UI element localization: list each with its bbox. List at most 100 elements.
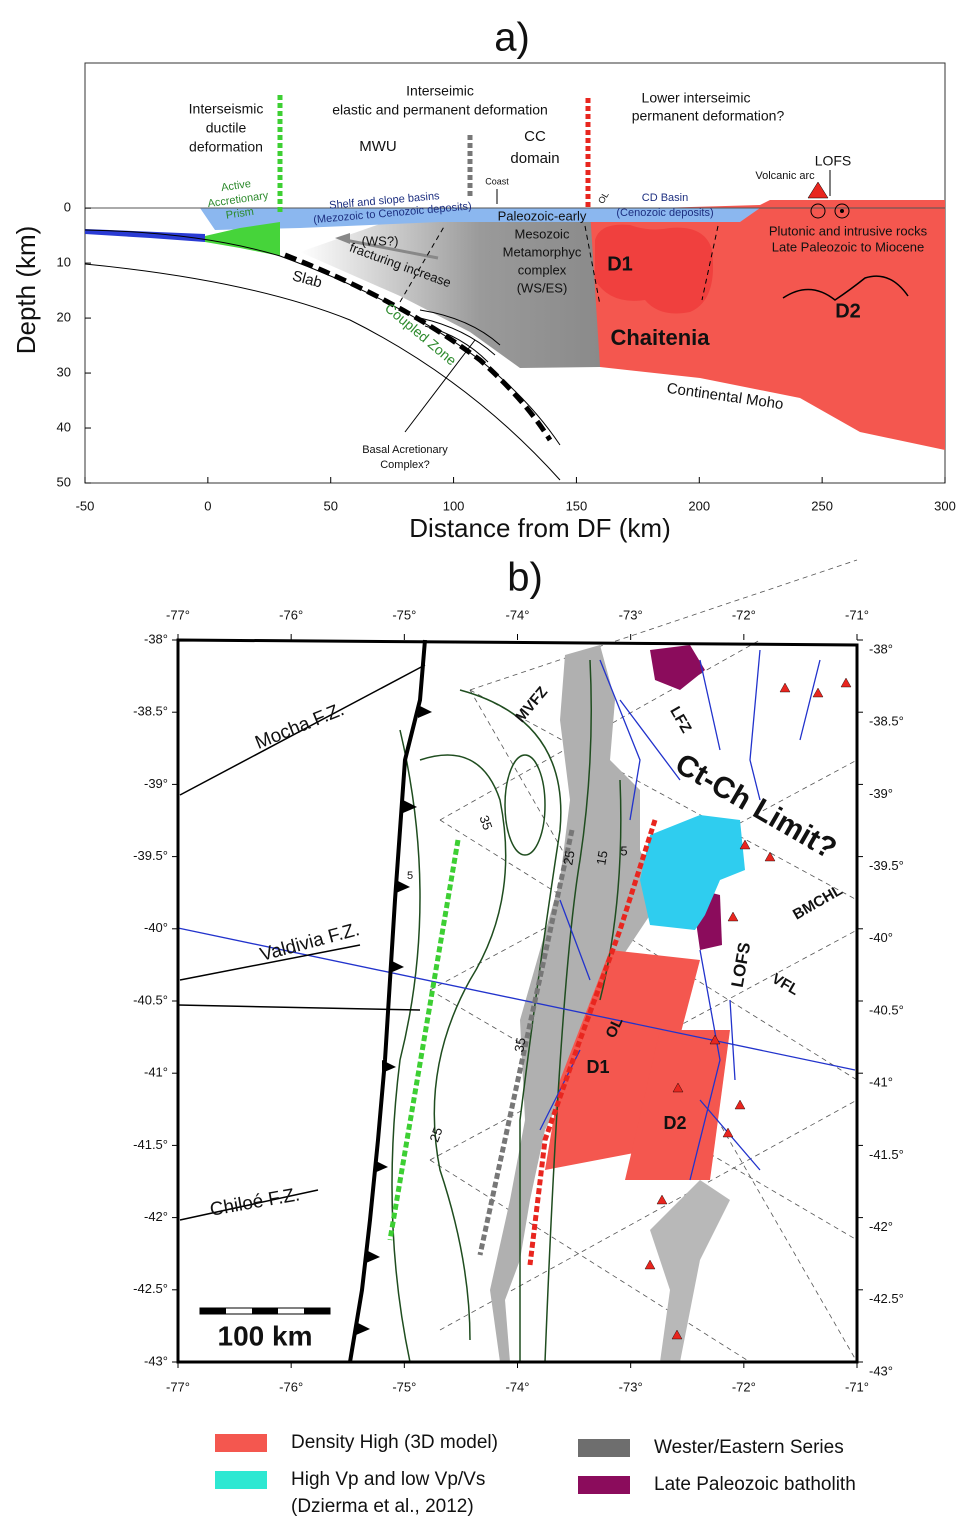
eastern-series bbox=[650, 1180, 730, 1362]
boundary bbox=[701, 225, 719, 301]
contour-label: 5 bbox=[407, 870, 413, 882]
lon-label: -75° bbox=[392, 607, 416, 622]
legend-label: High Vp and low Vp/Vs bbox=[291, 1469, 485, 1490]
legend-swatch bbox=[215, 1434, 267, 1452]
gray-line bbox=[477, 829, 575, 1256]
label: permanent deformation? bbox=[632, 108, 785, 124]
lat-label: -40° bbox=[144, 920, 168, 935]
label: (WS?) bbox=[362, 233, 399, 248]
strike-slip bbox=[810, 203, 826, 219]
map bbox=[176, 559, 859, 1364]
label: CD Basin bbox=[642, 192, 688, 204]
label: Metamorphyc bbox=[503, 244, 582, 259]
contour-label: 25 bbox=[426, 1125, 445, 1144]
x-tick-label: 150 bbox=[566, 498, 588, 513]
label: CC bbox=[524, 128, 546, 145]
lat-label: -42.5° bbox=[133, 1281, 168, 1296]
arrow bbox=[344, 238, 439, 260]
lat-label: -41° bbox=[869, 1075, 893, 1090]
volcanoes bbox=[644, 677, 852, 1340]
lat-label: -38° bbox=[144, 631, 168, 646]
x-tick-label: 0 bbox=[204, 498, 211, 513]
label: Prism bbox=[225, 206, 255, 222]
legend-label: (Dzierma et al., 2012) bbox=[291, 1496, 474, 1517]
label: Paleozoic-early bbox=[498, 208, 587, 223]
lat-label: -43° bbox=[144, 1353, 168, 1368]
coupled-zone bbox=[284, 252, 553, 442]
legend-swatch bbox=[578, 1476, 630, 1494]
lat-label: -40° bbox=[869, 930, 893, 945]
arrow-head bbox=[335, 233, 350, 244]
lat-label: -41.5° bbox=[133, 1137, 168, 1152]
label: D1 bbox=[607, 253, 633, 275]
label: (WS/ES) bbox=[517, 280, 568, 295]
western-series bbox=[490, 645, 660, 1362]
y-tick-label: 20 bbox=[57, 310, 71, 325]
y-tick-label: 0 bbox=[64, 200, 71, 215]
x-tick-label: 200 bbox=[688, 498, 710, 513]
y-axis-title: Depth (km) bbox=[11, 226, 41, 355]
label: Mesozoic bbox=[515, 226, 570, 241]
x-tick-label: 50 bbox=[323, 498, 337, 513]
lon-label: -73° bbox=[619, 1379, 643, 1394]
lon-label: -76° bbox=[279, 1379, 303, 1394]
slab-top bbox=[84, 229, 561, 446]
contour-label: 15 bbox=[593, 849, 610, 866]
label: LOFS bbox=[815, 153, 852, 169]
lon-label: -72° bbox=[732, 607, 756, 622]
legend-label: Wester/Eastern Series bbox=[654, 1437, 844, 1458]
lon-label: -74° bbox=[506, 607, 530, 622]
lat-label: -42° bbox=[144, 1209, 168, 1224]
d1-body bbox=[595, 224, 714, 314]
legend-label: Density High (3D model) bbox=[291, 1432, 498, 1453]
legend: Density High (3D model) High Vp and low V… bbox=[215, 1432, 856, 1517]
lat-label: -38.5° bbox=[133, 704, 168, 719]
label: elastic and permanent deformation bbox=[332, 102, 548, 118]
label: (Cenozoic deposits) bbox=[616, 207, 713, 219]
arrow bbox=[404, 339, 476, 433]
x-tick-label: -50 bbox=[76, 498, 95, 513]
trench bbox=[348, 639, 427, 1363]
lat-label: -39° bbox=[144, 776, 168, 791]
label: Plutonic and intrusive rocks bbox=[769, 223, 928, 238]
scale-label: 100 km bbox=[218, 1320, 313, 1351]
x-axis-title: Distance from DF (km) bbox=[409, 513, 670, 543]
label: Active bbox=[220, 178, 251, 194]
y-tick-label: 30 bbox=[57, 364, 71, 379]
lon-label: -71° bbox=[845, 607, 869, 622]
strike-slip bbox=[834, 203, 850, 219]
label: domain bbox=[510, 150, 559, 167]
lon-label: -74° bbox=[506, 1379, 530, 1394]
lat-label: -40.5° bbox=[869, 1002, 904, 1017]
batholith bbox=[650, 645, 705, 690]
basal-complex bbox=[419, 309, 501, 363]
panel-label: b) bbox=[507, 556, 543, 600]
label: D1 bbox=[586, 1057, 609, 1077]
x-tick-label: 100 bbox=[443, 498, 465, 513]
label: complex bbox=[518, 262, 567, 277]
lat-label: -39.5° bbox=[869, 858, 904, 873]
contour-label: 35 bbox=[476, 813, 495, 832]
lat-label: -38.5° bbox=[869, 714, 904, 729]
label: MWU bbox=[359, 138, 397, 155]
lon-label: -76° bbox=[279, 607, 303, 622]
lat-label: -42° bbox=[869, 1219, 893, 1234]
label: Chaitenia bbox=[610, 325, 710, 350]
trench-barbs bbox=[356, 705, 432, 1335]
lon-label: -77° bbox=[166, 607, 190, 622]
y-tick-label: 50 bbox=[57, 474, 71, 489]
metamorphic-complex bbox=[300, 210, 600, 368]
slab-bottom bbox=[84, 263, 561, 481]
cross-section bbox=[84, 62, 946, 484]
lon-label: -77° bbox=[166, 1379, 190, 1394]
legend-swatch bbox=[578, 1439, 630, 1457]
contour-label: 35 bbox=[511, 1036, 528, 1053]
label: Volcanic arc bbox=[755, 170, 815, 182]
legend-label: Late Paleozoic batholith bbox=[654, 1474, 856, 1495]
volcano bbox=[807, 181, 829, 199]
label: ductile bbox=[206, 120, 247, 136]
d1-zone bbox=[545, 950, 700, 1170]
fracture-zones bbox=[177, 664, 426, 1221]
y-tick-label: 10 bbox=[57, 255, 71, 270]
